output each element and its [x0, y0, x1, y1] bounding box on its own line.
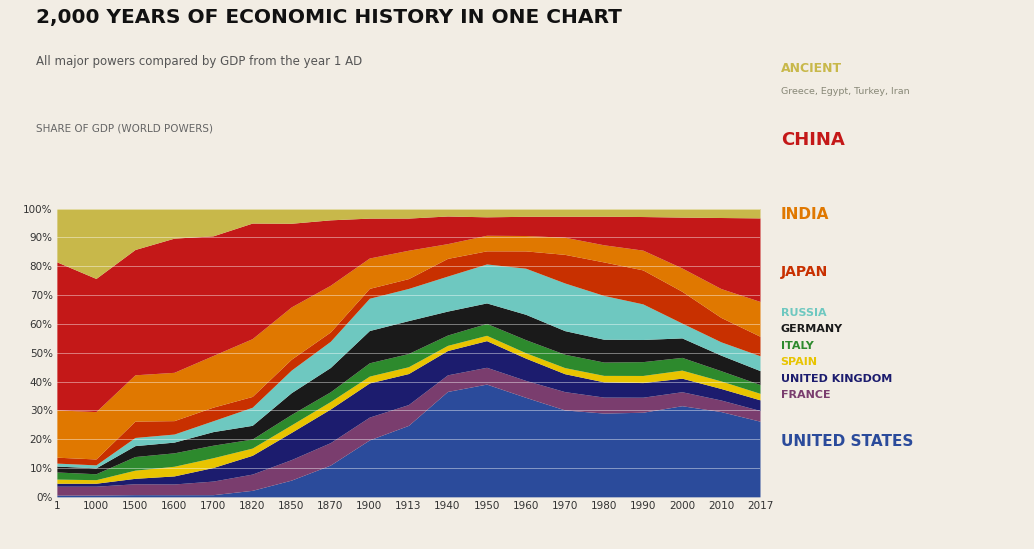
Text: JAPAN: JAPAN: [781, 265, 828, 279]
Text: SHARE OF GDP (WORLD POWERS): SHARE OF GDP (WORLD POWERS): [36, 124, 213, 133]
Text: UNITED KINGDOM: UNITED KINGDOM: [781, 374, 892, 384]
Text: INDIA: INDIA: [781, 206, 829, 222]
Text: ITALY: ITALY: [781, 341, 814, 351]
Text: 2,000 YEARS OF ECONOMIC HISTORY IN ONE CHART: 2,000 YEARS OF ECONOMIC HISTORY IN ONE C…: [36, 8, 622, 27]
Text: FRANCE: FRANCE: [781, 390, 830, 400]
Text: RUSSIA: RUSSIA: [781, 308, 826, 318]
Text: ANCIENT: ANCIENT: [781, 62, 842, 75]
Text: UNITED STATES: UNITED STATES: [781, 434, 913, 450]
Text: CHINA: CHINA: [781, 131, 845, 149]
Text: Greece, Egypt, Turkey, Iran: Greece, Egypt, Turkey, Iran: [781, 87, 909, 96]
Text: SPAIN: SPAIN: [781, 357, 818, 367]
Text: GERMANY: GERMANY: [781, 324, 843, 334]
Text: All major powers compared by GDP from the year 1 AD: All major powers compared by GDP from th…: [36, 55, 363, 68]
